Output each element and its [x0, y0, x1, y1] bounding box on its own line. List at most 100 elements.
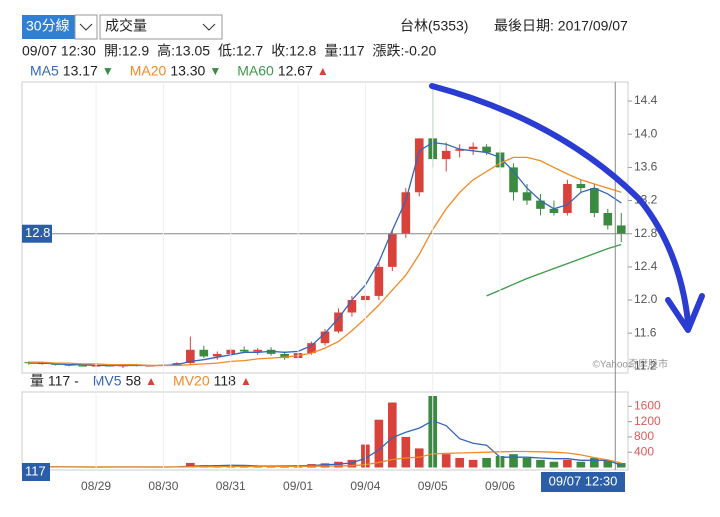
y-tick-label: 13.6	[634, 160, 658, 174]
candle-body	[576, 183, 586, 189]
y-tick-label: 12.4	[634, 259, 658, 273]
candle-body	[590, 188, 599, 213]
indicator-select[interactable]: 成交量	[105, 18, 147, 34]
y-tick-label: 14.0	[634, 126, 658, 140]
x-tick-label: 08/29	[81, 479, 111, 493]
volume-bar	[509, 454, 518, 468]
volume-bar	[468, 459, 478, 468]
candle-body	[401, 192, 411, 234]
candle-body	[307, 343, 316, 354]
volume-bar	[549, 461, 559, 468]
volume-bar	[563, 459, 572, 468]
legend-arrow: ▲	[145, 374, 157, 388]
volume-bar	[388, 402, 397, 468]
candle-body	[441, 150, 451, 160]
period-select-box[interactable]	[22, 15, 75, 39]
candle-body	[616, 225, 626, 234]
info-item: 開:12.9	[104, 43, 149, 59]
y-tick-label: 800	[634, 429, 654, 443]
candle-body	[549, 208, 559, 213]
volume-bar	[401, 436, 411, 468]
y-tick-label: 12.8	[634, 226, 658, 240]
x-tick-label: 08/30	[148, 479, 178, 493]
volume-bar	[414, 448, 424, 468]
cursor-date-box	[541, 472, 625, 492]
x-tick-label: 09/04	[350, 479, 380, 493]
x-tick-label: 08/31	[216, 479, 246, 493]
y-tick-label: 11.6	[634, 325, 657, 339]
info-item: 量:117	[324, 43, 364, 59]
x-tick-label: 09/05	[418, 479, 448, 493]
candle-body	[468, 146, 478, 150]
legend-name: MV5	[93, 373, 122, 389]
volume-bar	[590, 457, 599, 468]
info-item: 低:12.7	[218, 43, 263, 59]
indicator-select-box[interactable]	[99, 14, 223, 40]
legend-arrow: ▲	[317, 64, 329, 78]
current-price: 12.8	[25, 225, 50, 240]
y-tick-label: 400	[634, 444, 654, 458]
volume-bar	[576, 461, 586, 468]
legend-name: MA5	[30, 63, 59, 79]
candle-body	[374, 266, 384, 296]
y-tick-label: 14.4	[634, 93, 658, 107]
last-date: 最後日期: 2017/09/07	[494, 18, 628, 34]
current-price-box	[22, 224, 52, 243]
volume-bar	[482, 457, 491, 468]
legend-arrow: ▼	[209, 64, 221, 78]
x-tick-label: 09/01	[283, 479, 313, 493]
candle-body	[455, 149, 464, 151]
info-item: 漲跌:-0.20	[373, 43, 437, 59]
volume-bar	[441, 454, 451, 468]
legend-value: 118	[214, 373, 237, 389]
candle-body	[414, 138, 424, 193]
volume-bar	[186, 462, 195, 468]
dropdown-icon	[79, 23, 93, 31]
legend-value: 12.67	[278, 63, 313, 79]
y-tick-label: 12.0	[634, 292, 658, 306]
current-volume-box	[22, 463, 50, 481]
annotation-arrowhead	[665, 293, 705, 333]
volume-bar	[374, 419, 384, 468]
volume-bar	[455, 457, 464, 468]
y-tick-label: 1600	[634, 399, 661, 413]
candle-body	[522, 192, 532, 201]
candle-body	[388, 233, 397, 267]
candle-body	[186, 349, 195, 364]
legend-arrow: ▼	[102, 64, 114, 78]
legend-name: MV20	[173, 373, 210, 389]
candle-body	[239, 349, 249, 352]
y-tick-label: 1200	[634, 414, 661, 428]
candle-body	[563, 183, 572, 213]
dropdown-icon	[202, 23, 216, 31]
volume-bar	[603, 460, 613, 468]
candle-body	[253, 349, 262, 352]
legend-value: 58	[126, 373, 142, 389]
period-select-arrow[interactable]	[74, 14, 98, 40]
volume-bar	[536, 459, 545, 468]
period-select[interactable]: 30分線	[26, 18, 70, 34]
ma-line	[486, 243, 622, 297]
candle-body	[509, 167, 518, 193]
legend-name: MA20	[130, 63, 167, 79]
candle-body	[199, 349, 209, 357]
volume-bar	[347, 459, 357, 468]
candle-body	[482, 146, 491, 153]
candle-body	[78, 365, 87, 367]
candle-body	[536, 200, 545, 209]
candle-body	[320, 331, 330, 344]
ma-line	[28, 156, 622, 367]
info-item: 收:12.8	[271, 43, 316, 59]
current-volume: 117	[25, 463, 46, 478]
ma-line	[28, 141, 622, 367]
candle-body	[280, 353, 289, 359]
candle-body	[334, 312, 343, 332]
legend-name: MA60	[237, 63, 274, 79]
annotation-arrow	[429, 83, 691, 325]
info-item: 09/07 12:30	[22, 43, 96, 59]
cursor-date: 09/07 12:30	[549, 473, 618, 488]
info-item: 高:13.05	[157, 43, 210, 59]
ma-line	[28, 450, 622, 468]
volume-legend-title: 量 117 -	[30, 373, 79, 389]
